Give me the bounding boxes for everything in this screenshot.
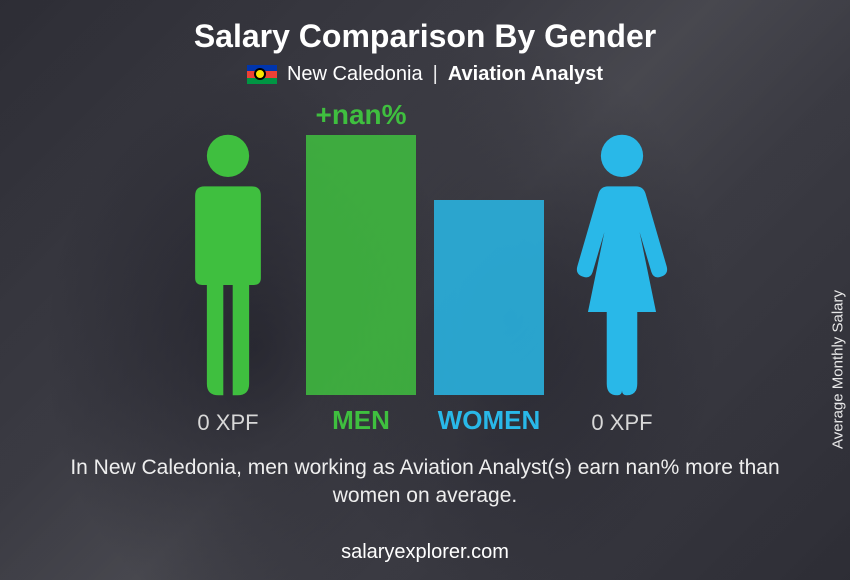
men-value: 0 XPF <box>197 410 258 436</box>
job-label: Aviation Analyst <box>448 63 603 86</box>
women-column: 0 XPF <box>562 130 682 436</box>
caption-text: In New Caledonia, men working as Aviatio… <box>35 454 815 511</box>
women-label: WOMEN <box>438 405 541 436</box>
men-bar <box>306 135 416 395</box>
women-value: 0 XPF <box>591 410 652 436</box>
men-label: MEN <box>332 405 390 436</box>
subtitle-row: New Caledonia | Aviation Analyst <box>247 63 603 86</box>
men-bar-column: +nan% MEN <box>306 99 416 436</box>
page-title: Salary Comparison By Gender <box>194 18 656 55</box>
men-column: 0 XPF <box>168 130 288 436</box>
y-axis-label: Average Monthly Salary <box>830 290 847 449</box>
woman-icon <box>562 130 682 400</box>
chart-area: 0 XPF +nan% MEN WOMEN 0 XPF <box>105 96 745 436</box>
country-label: New Caledonia <box>287 63 423 86</box>
percent-label: +nan% <box>315 99 406 131</box>
separator: | <box>433 63 438 86</box>
man-icon <box>168 130 288 400</box>
flag-icon <box>247 65 277 85</box>
flag-disc <box>254 68 266 80</box>
footer-source: salaryexplorer.com <box>0 541 850 564</box>
women-bar <box>434 200 544 395</box>
women-bar-column: WOMEN <box>434 200 544 436</box>
infographic-container: Salary Comparison By Gender New Caledoni… <box>0 0 850 580</box>
